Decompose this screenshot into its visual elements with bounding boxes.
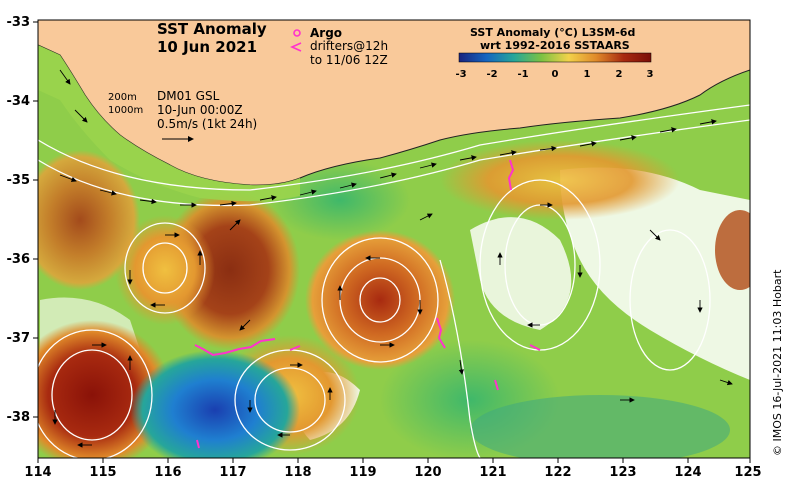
- brown-east-edge: [715, 210, 750, 290]
- x-tick-label: 119: [349, 465, 376, 480]
- plot-area: [38, 20, 750, 458]
- missing-data-center: [470, 217, 572, 330]
- x-tick-label: 125: [734, 465, 761, 480]
- cool-eddy-117e: [130, 350, 300, 458]
- argo-marker-icon: [293, 29, 301, 37]
- colorbar-tick-label: 3: [647, 69, 654, 80]
- missing-data-east: [560, 167, 750, 380]
- x-tick-label: 117: [219, 465, 246, 480]
- teal-south: [470, 395, 730, 458]
- colorbar-title: SST Anomaly (°C) L3SM-6d: [470, 26, 635, 39]
- y-tick-label: -36: [7, 252, 31, 267]
- model-time-label: 10-Jun 00:00Z: [157, 103, 243, 117]
- plot-frame: [37, 19, 751, 459]
- y-tick-label: -38: [7, 410, 31, 425]
- drifter-track: [194, 338, 276, 357]
- shelf-fringe: [38, 45, 300, 202]
- isobath-200m-label: 200m: [108, 92, 137, 103]
- current-vectors: [52, 69, 733, 448]
- x-tick-label: 123: [609, 465, 636, 480]
- model-label: DM01 GSL: [157, 89, 220, 103]
- warm-west: [38, 150, 140, 290]
- colorbar-tick-label: -2: [486, 69, 497, 80]
- x-axis: 114 115 116 117 118 119 120 121 122 123 …: [24, 458, 762, 480]
- x-tick-label: 114: [24, 465, 51, 480]
- x-tick-label: 118: [284, 465, 311, 480]
- y-tick-label: -37: [7, 331, 31, 346]
- colorbar-tick-label: -1: [517, 69, 528, 80]
- drifter-track: [436, 317, 446, 349]
- credit-text: © IMOS 16-Jul-2021 11:03 Hobart: [771, 269, 784, 456]
- warm-band-shelf: [440, 140, 680, 220]
- x-tick-label: 121: [479, 465, 506, 480]
- x-tick-label: 124: [674, 465, 701, 480]
- y-tick-label: -33: [7, 15, 31, 30]
- green-band-mid: [270, 160, 410, 240]
- drifter-track: [494, 379, 499, 391]
- y-axis: -33 -34 -35 -36 -37 -38: [7, 15, 38, 425]
- colorbar-tick-label: 2: [616, 69, 623, 80]
- argo-label: Argo: [310, 26, 342, 40]
- scale-label: 0.5m/s (1kt 24h): [157, 117, 257, 131]
- colorbar-subtitle: wrt 1992-2016 SSTAARS: [480, 39, 630, 52]
- drifter-track: [507, 159, 515, 191]
- drifter-track: [289, 345, 301, 351]
- drifters-sub-label: to 11/06 12Z: [310, 53, 388, 67]
- map-date: 10 Jun 2021: [157, 38, 257, 56]
- colorbar-tick-label: 0: [552, 69, 559, 80]
- colorbar-ticks: -3 -2 -1 0 1 2 3: [455, 69, 653, 80]
- x-tick-label: 120: [414, 465, 441, 480]
- warm-eddy-116e: [115, 215, 215, 325]
- colorbar-tick-label: -3: [455, 69, 466, 80]
- isobath-1000m-label: 1000m: [108, 105, 143, 116]
- map-title: SST Anomaly: [157, 20, 267, 38]
- colorbar-tick-label: 1: [584, 69, 591, 80]
- drifter-track: [196, 439, 200, 449]
- colorbar: [458, 52, 652, 63]
- warm-eddy-1195e: [305, 230, 455, 370]
- drifter-tracks: [194, 159, 541, 449]
- drifter-marker-icon: [290, 42, 302, 52]
- x-tick-label: 122: [544, 465, 571, 480]
- y-tick-label: -34: [7, 94, 31, 109]
- x-tick-label: 116: [154, 465, 181, 480]
- drifter-track: [529, 344, 541, 351]
- drifters-label: drifters@12h: [310, 39, 388, 53]
- x-tick-label: 115: [89, 465, 116, 480]
- y-tick-label: -35: [7, 173, 31, 188]
